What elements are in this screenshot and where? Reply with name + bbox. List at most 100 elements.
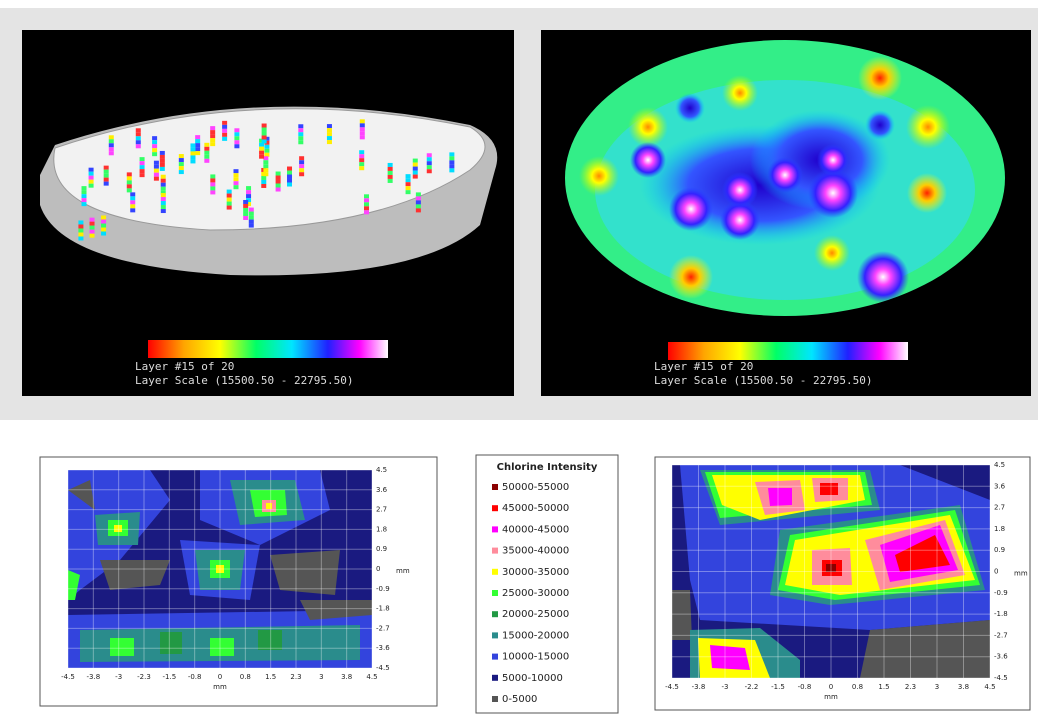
- pillar-segment: [287, 183, 292, 187]
- pillar-segment: [179, 166, 184, 170]
- x-tick-label: -1.5: [771, 683, 785, 691]
- pillar-segment: [263, 156, 268, 160]
- pillar-segment: [359, 154, 364, 158]
- pillar-segment: [364, 202, 369, 206]
- pillar-segment: [416, 208, 421, 212]
- pillar-segment: [82, 194, 87, 198]
- legend-label: 25000-30000: [502, 588, 569, 599]
- pillar-segment: [234, 144, 239, 148]
- pillar-segment: [154, 165, 159, 169]
- pillar-segment: [360, 119, 365, 123]
- pillar-segment: [427, 161, 432, 165]
- x-tick-label: 0: [829, 683, 833, 691]
- pillar-segment: [416, 196, 421, 200]
- y-tick-label: 1.8: [376, 525, 387, 533]
- pillar-segment: [78, 236, 83, 240]
- x-tick-label: 3.8: [341, 673, 352, 681]
- pillar-segment: [82, 186, 87, 190]
- pillar-segment: [82, 198, 87, 202]
- legend-swatch: [492, 526, 498, 532]
- pillar-segment: [152, 152, 157, 156]
- pillar-segment: [388, 163, 393, 167]
- y-tick-label: 0: [994, 568, 998, 576]
- pillar-segment: [101, 228, 106, 232]
- y-axis-label: mm: [396, 567, 410, 575]
- legend-swatch: [492, 632, 498, 638]
- pillar-segment: [101, 216, 106, 220]
- pillar-segment: [136, 136, 141, 140]
- pillar-segment: [130, 192, 135, 196]
- pillar-segment: [298, 132, 303, 136]
- y-tick-label: -2.7: [376, 624, 390, 632]
- pillar-segment: [82, 190, 87, 194]
- pillar-segment: [249, 216, 254, 220]
- pillar-segment: [327, 132, 332, 136]
- pillar-segment: [210, 182, 215, 186]
- pillar-segment: [89, 172, 94, 176]
- pillar-segment: [249, 224, 254, 228]
- x-tick-label: 2.3: [290, 673, 301, 681]
- y-axis-label: mm: [1014, 570, 1028, 578]
- legend-label: 20000-25000: [502, 609, 569, 620]
- pillar-segment: [160, 163, 165, 167]
- pillar-segment: [78, 220, 83, 224]
- pillar-segment: [287, 171, 292, 175]
- pillar-segment: [298, 140, 303, 144]
- pillar-segment: [449, 156, 454, 160]
- pillar-segment: [276, 184, 281, 188]
- x-tick-label: -4.5: [665, 683, 679, 691]
- pillar-segment: [299, 172, 304, 176]
- pillar-segment: [276, 188, 281, 192]
- pillar-segment: [179, 154, 184, 158]
- legend-swatch: [492, 654, 498, 660]
- pillar-segment: [161, 179, 166, 183]
- pillar-segment: [90, 226, 95, 230]
- pillar-segment: [204, 151, 209, 155]
- pillar-segment: [161, 175, 166, 179]
- legend-title: Chlorine Intensity: [497, 462, 598, 473]
- y-tick-label: 2.7: [376, 506, 387, 514]
- pillar-segment: [160, 155, 165, 159]
- x-tick-label: 0.8: [852, 683, 863, 691]
- pillar-segment: [179, 170, 184, 174]
- y-tick-label: 0.9: [376, 545, 387, 553]
- pillar-segment: [299, 164, 304, 168]
- pillar-segment: [234, 169, 239, 173]
- y-tick-label: 0.9: [994, 546, 1005, 554]
- legend-swatch: [492, 505, 498, 511]
- pillar-segment: [222, 133, 227, 137]
- legend-swatch: [492, 484, 498, 490]
- x-tick-label: -1.5: [162, 673, 176, 681]
- legend-swatch: [492, 590, 498, 596]
- pillar-segment: [427, 157, 432, 161]
- pillar-segment: [160, 151, 165, 155]
- y-tick-label: -0.9: [376, 585, 390, 593]
- pillar-segment: [246, 194, 251, 198]
- pillar-segment: [359, 162, 364, 166]
- y-tick-label: 2.7: [994, 504, 1005, 512]
- pillar-segment: [227, 198, 232, 202]
- pillar-segment: [449, 152, 454, 156]
- pillar-segment: [416, 200, 421, 204]
- pillar-segment: [127, 180, 132, 184]
- pillar-segment: [222, 125, 227, 129]
- pillar-segment: [210, 174, 215, 178]
- pillar-segment: [190, 143, 195, 147]
- y-tick-label: -4.5: [994, 674, 1008, 682]
- colorbar: [148, 340, 388, 358]
- pillar-segment: [364, 206, 369, 210]
- pillar-segment: [222, 137, 227, 141]
- pillar-segment: [249, 208, 254, 212]
- y-tick-label: 0: [376, 565, 380, 573]
- y-tick-label: -3.6: [994, 653, 1008, 661]
- pillar-segment: [327, 136, 332, 140]
- pillar-segment: [140, 165, 145, 169]
- caption: Layer #15 of 20: [654, 360, 753, 373]
- pillar-segment: [210, 186, 215, 190]
- pillar-segment: [388, 171, 393, 175]
- x-tick-label: 1.5: [878, 683, 889, 691]
- pillar-segment: [104, 182, 109, 186]
- pillar-segment: [234, 177, 239, 181]
- pillar-segment: [234, 181, 239, 185]
- caption: Layer Scale (15500.50 - 22795.50): [654, 374, 873, 387]
